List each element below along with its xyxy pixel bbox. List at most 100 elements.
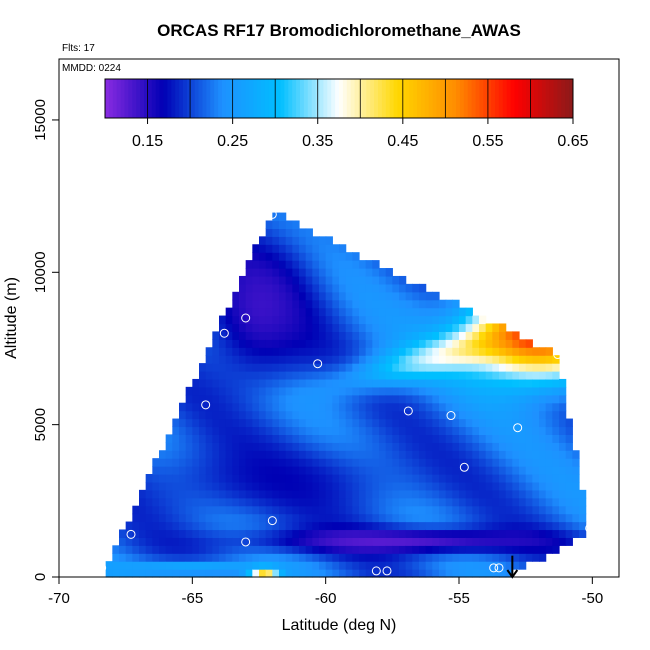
heatmap-cell xyxy=(392,402,400,412)
heatmap-cell xyxy=(185,513,193,523)
heatmap-cell xyxy=(432,355,440,364)
heatmap-cell xyxy=(445,569,453,578)
heatmap-cell xyxy=(272,553,280,562)
heatmap-cell xyxy=(259,569,267,578)
heatmap-cell xyxy=(332,355,340,364)
heatmap-cell xyxy=(499,466,507,475)
heatmap-cell xyxy=(565,450,573,459)
heatmap-cell xyxy=(299,323,307,332)
heatmap-cell xyxy=(465,402,473,412)
heatmap-cell xyxy=(279,442,287,451)
heatmap-cell xyxy=(459,466,467,475)
heatmap-cell xyxy=(205,569,213,578)
heatmap-cell xyxy=(212,418,220,428)
heatmap-cell xyxy=(245,529,253,538)
colorbar-swatch xyxy=(296,79,301,118)
heatmap-cell xyxy=(372,386,380,396)
heatmap-cell xyxy=(485,529,493,538)
heatmap-cell xyxy=(339,569,347,578)
heatmap-cell xyxy=(412,355,420,364)
heatmap-cell xyxy=(499,497,507,507)
heatmap-cell xyxy=(372,268,380,277)
heatmap-cell xyxy=(239,537,247,546)
heatmap-cell xyxy=(472,363,480,372)
heatmap-cell xyxy=(372,529,380,538)
heatmap-cell xyxy=(499,339,507,348)
heatmap-cell xyxy=(272,315,280,325)
colorbar-swatch xyxy=(276,79,281,118)
heatmap-cell xyxy=(365,466,373,475)
heatmap-cell xyxy=(112,569,120,578)
heatmap-cell xyxy=(325,315,333,325)
heatmap-cell xyxy=(412,291,420,301)
heatmap-cell xyxy=(192,442,200,451)
heatmap-cell xyxy=(125,537,133,546)
heatmap-cell xyxy=(119,553,127,562)
heatmap-cell xyxy=(379,315,387,325)
heatmap-cell xyxy=(372,450,380,459)
heatmap-cell xyxy=(332,402,340,412)
heatmap-cell xyxy=(519,481,527,491)
colorbar-swatch xyxy=(218,79,223,118)
heatmap-cell xyxy=(499,426,507,435)
heatmap-cell xyxy=(439,402,447,412)
heatmap-cell xyxy=(132,537,140,546)
heatmap-cell xyxy=(365,458,373,467)
heatmap-cell xyxy=(512,418,520,428)
heatmap-cell xyxy=(319,386,327,396)
heatmap-cell xyxy=(545,347,553,356)
heatmap-cell xyxy=(425,426,433,435)
colorbar-swatch xyxy=(323,79,328,118)
heatmap-cell xyxy=(479,513,487,523)
heatmap-cell xyxy=(412,434,420,443)
heatmap-cell xyxy=(539,481,547,491)
heatmap-cell xyxy=(345,513,353,523)
heatmap-cell xyxy=(399,450,407,459)
heatmap-cell xyxy=(305,458,313,467)
heatmap-cell xyxy=(432,371,440,380)
heatmap-cell xyxy=(292,458,300,467)
heatmap-cell xyxy=(312,244,320,253)
heatmap-cell xyxy=(272,355,280,364)
heatmap-cell xyxy=(319,378,327,388)
heatmap-cell xyxy=(359,307,367,317)
heatmap-cell xyxy=(152,545,160,554)
heatmap-cell xyxy=(459,529,467,538)
heatmap-cell xyxy=(259,489,267,499)
heatmap-cell xyxy=(492,521,500,531)
heatmap-cell xyxy=(252,474,260,483)
heatmap-cell xyxy=(325,569,333,578)
heatmap-cell xyxy=(145,561,153,570)
heatmap-cell xyxy=(385,569,393,578)
heatmap-cell xyxy=(252,347,260,356)
heatmap-cell xyxy=(372,545,380,554)
heatmap-cell xyxy=(319,347,327,356)
heatmap-cell xyxy=(239,426,247,435)
heatmap-cell xyxy=(339,299,347,309)
heatmap-cell xyxy=(325,466,333,475)
heatmap-cell xyxy=(372,307,380,317)
heatmap-cell xyxy=(259,371,267,380)
heatmap-cell xyxy=(559,394,567,404)
heatmap-cell xyxy=(285,402,293,412)
heatmap-cell xyxy=(525,458,533,467)
heatmap-cell xyxy=(119,545,127,554)
heatmap-cell xyxy=(365,283,373,293)
heatmap-cell xyxy=(359,331,367,340)
heatmap-cell xyxy=(479,442,487,451)
heatmap-cell xyxy=(559,529,567,538)
heatmap-cell xyxy=(225,307,233,317)
heatmap-cell xyxy=(359,474,367,483)
colorbar-swatch xyxy=(467,79,473,118)
heatmap-cell xyxy=(252,371,260,380)
heatmap-cell xyxy=(172,489,180,499)
heatmap-cell xyxy=(212,394,220,404)
heatmap-cell xyxy=(419,410,427,420)
heatmap-cell xyxy=(525,529,533,538)
heatmap-cell xyxy=(299,394,307,404)
heatmap-cell xyxy=(352,537,360,546)
heatmap-cell xyxy=(245,394,253,404)
heatmap-cell xyxy=(165,505,173,515)
heatmap-cell xyxy=(305,268,313,277)
